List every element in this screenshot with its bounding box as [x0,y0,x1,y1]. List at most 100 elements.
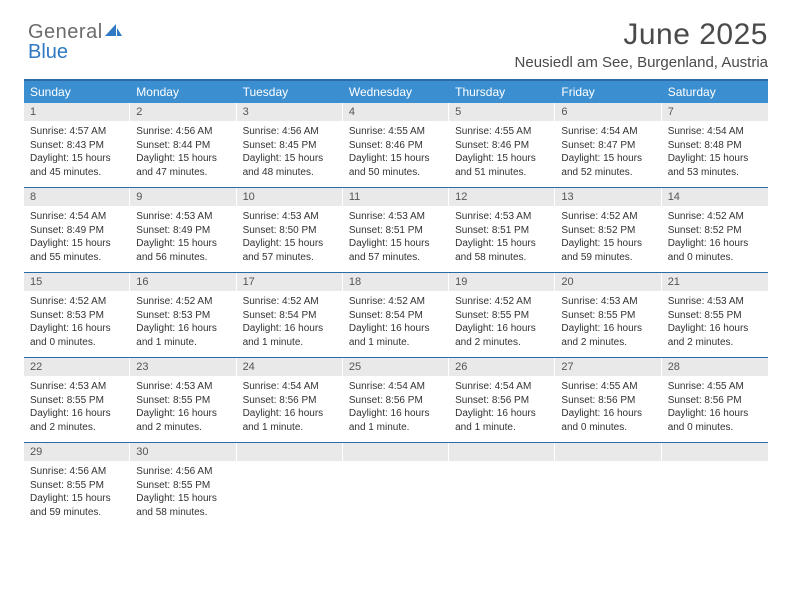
day-body: Sunrise: 4:57 AMSunset: 8:43 PMDaylight:… [24,121,130,187]
sunrise-line: Sunrise: 4:55 AM [349,125,443,139]
daylight-line: Daylight: 16 hours and 0 minutes. [668,237,762,264]
day-number: 14 [662,188,768,206]
calendar-day [343,443,449,527]
daylight-line: Daylight: 16 hours and 1 minute. [136,322,230,349]
sunrise-line: Sunrise: 4:55 AM [668,380,762,394]
day-body: Sunrise: 4:53 AMSunset: 8:51 PMDaylight:… [343,206,449,272]
daylight-line: Daylight: 16 hours and 1 minute. [243,407,337,434]
daylight-line: Daylight: 16 hours and 1 minute. [455,407,549,434]
sunset-line: Sunset: 8:53 PM [30,309,124,323]
sunset-line: Sunset: 8:43 PM [30,139,124,153]
daylight-line: Daylight: 15 hours and 45 minutes. [30,152,124,179]
sunrise-line: Sunrise: 4:55 AM [455,125,549,139]
sunset-line: Sunset: 8:55 PM [30,479,124,493]
calendar-day: 2Sunrise: 4:56 AMSunset: 8:44 PMDaylight… [130,103,236,187]
calendar-day: 3Sunrise: 4:56 AMSunset: 8:45 PMDaylight… [237,103,343,187]
sunset-line: Sunset: 8:55 PM [136,394,230,408]
calendar-week: 29Sunrise: 4:56 AMSunset: 8:55 PMDayligh… [24,442,768,527]
day-number [555,443,661,461]
calendar-day: 27Sunrise: 4:55 AMSunset: 8:56 PMDayligh… [555,358,661,442]
daylight-line: Daylight: 15 hours and 57 minutes. [243,237,337,264]
sunrise-line: Sunrise: 4:52 AM [668,210,762,224]
calendar-day: 21Sunrise: 4:53 AMSunset: 8:55 PMDayligh… [662,273,768,357]
sunset-line: Sunset: 8:51 PM [455,224,549,238]
day-number: 7 [662,103,768,121]
sunrise-line: Sunrise: 4:53 AM [349,210,443,224]
calendar-week: 15Sunrise: 4:52 AMSunset: 8:53 PMDayligh… [24,272,768,357]
day-body: Sunrise: 4:55 AMSunset: 8:56 PMDaylight:… [662,376,768,442]
sunset-line: Sunset: 8:48 PM [668,139,762,153]
day-body: Sunrise: 4:53 AMSunset: 8:55 PMDaylight:… [662,291,768,357]
day-body: Sunrise: 4:52 AMSunset: 8:53 PMDaylight:… [24,291,130,357]
weekday-header: Thursday [449,81,555,103]
calendar-day: 24Sunrise: 4:54 AMSunset: 8:56 PMDayligh… [237,358,343,442]
sunrise-line: Sunrise: 4:54 AM [30,210,124,224]
day-number: 19 [449,273,555,291]
day-body: Sunrise: 4:54 AMSunset: 8:56 PMDaylight:… [449,376,555,442]
sunrise-line: Sunrise: 4:54 AM [668,125,762,139]
calendar-day: 28Sunrise: 4:55 AMSunset: 8:56 PMDayligh… [662,358,768,442]
day-number: 1 [24,103,130,121]
calendar-day: 29Sunrise: 4:56 AMSunset: 8:55 PMDayligh… [24,443,130,527]
day-body: Sunrise: 4:52 AMSunset: 8:54 PMDaylight:… [343,291,449,357]
day-number [237,443,343,461]
calendar-day [662,443,768,527]
sunrise-line: Sunrise: 4:56 AM [30,465,124,479]
day-number: 5 [449,103,555,121]
sunrise-line: Sunrise: 4:52 AM [455,295,549,309]
sunrise-line: Sunrise: 4:53 AM [136,380,230,394]
day-body: Sunrise: 4:52 AMSunset: 8:54 PMDaylight:… [237,291,343,357]
calendar-week: 22Sunrise: 4:53 AMSunset: 8:55 PMDayligh… [24,357,768,442]
day-body: Sunrise: 4:53 AMSunset: 8:55 PMDaylight:… [130,376,236,442]
day-body: Sunrise: 4:53 AMSunset: 8:51 PMDaylight:… [449,206,555,272]
day-number: 30 [130,443,236,461]
brand-logo: General Blue [28,22,123,62]
day-number: 12 [449,188,555,206]
day-number: 17 [237,273,343,291]
day-body: Sunrise: 4:55 AMSunset: 8:56 PMDaylight:… [555,376,661,442]
sunrise-line: Sunrise: 4:56 AM [136,465,230,479]
sunset-line: Sunset: 8:53 PM [136,309,230,323]
daylight-line: Daylight: 15 hours and 47 minutes. [136,152,230,179]
calendar-day: 6Sunrise: 4:54 AMSunset: 8:47 PMDaylight… [555,103,661,187]
sunrise-line: Sunrise: 4:52 AM [561,210,655,224]
day-number: 15 [24,273,130,291]
weekday-header: Sunday [24,81,130,103]
calendar-day: 18Sunrise: 4:52 AMSunset: 8:54 PMDayligh… [343,273,449,357]
calendar-day: 1Sunrise: 4:57 AMSunset: 8:43 PMDaylight… [24,103,130,187]
day-number: 16 [130,273,236,291]
day-number: 28 [662,358,768,376]
calendar-day: 19Sunrise: 4:52 AMSunset: 8:55 PMDayligh… [449,273,555,357]
calendar-day: 11Sunrise: 4:53 AMSunset: 8:51 PMDayligh… [343,188,449,272]
sunset-line: Sunset: 8:52 PM [668,224,762,238]
daylight-line: Daylight: 16 hours and 1 minute. [349,322,443,349]
day-body: Sunrise: 4:53 AMSunset: 8:55 PMDaylight:… [24,376,130,442]
weekday-header: Saturday [662,81,768,103]
daylight-line: Daylight: 16 hours and 2 minutes. [30,407,124,434]
day-body: Sunrise: 4:52 AMSunset: 8:53 PMDaylight:… [130,291,236,357]
day-number: 4 [343,103,449,121]
day-number: 9 [130,188,236,206]
sunset-line: Sunset: 8:49 PM [136,224,230,238]
calendar-day: 14 Sunrise: 4:52 AMSunset: 8:52 PMDayligh… [662,188,768,272]
day-body [555,461,661,509]
calendar-day: 23Sunrise: 4:53 AMSunset: 8:55 PMDayligh… [130,358,236,442]
day-number: 20 [555,273,661,291]
day-body: Sunrise: 4:54 AMSunset: 8:56 PMDaylight:… [343,376,449,442]
calendar-week: 8Sunrise: 4:54 AMSunset: 8:49 PMDaylight… [24,187,768,272]
calendar-day: 9Sunrise: 4:53 AMSunset: 8:49 PMDaylight… [130,188,236,272]
day-body: Sunrise: 4:52 AMSunset: 8:55 PMDaylight:… [449,291,555,357]
sunset-line: Sunset: 8:46 PM [455,139,549,153]
day-body: Sunrise: 4:52 AMSunset: 8:52 PMDaylight:… [555,206,661,272]
sunset-line: Sunset: 8:52 PM [561,224,655,238]
daylight-line: Daylight: 16 hours and 0 minutes. [30,322,124,349]
calendar-day: 16Sunrise: 4:52 AMSunset: 8:53 PMDayligh… [130,273,236,357]
day-body: Sunrise: 4:54 AMSunset: 8:49 PMDaylight:… [24,206,130,272]
calendar-day: 10Sunrise: 4:53 AMSunset: 8:50 PMDayligh… [237,188,343,272]
sunrise-line: Sunrise: 4:54 AM [455,380,549,394]
day-number [449,443,555,461]
calendar-day: 20Sunrise: 4:53 AMSunset: 8:55 PMDayligh… [555,273,661,357]
page-subtitle: Neusiedl am See, Burgenland, Austria [24,54,768,71]
day-body: Sunrise: 4:56 AMSunset: 8:55 PMDaylight:… [130,461,236,527]
sunset-line: Sunset: 8:44 PM [136,139,230,153]
